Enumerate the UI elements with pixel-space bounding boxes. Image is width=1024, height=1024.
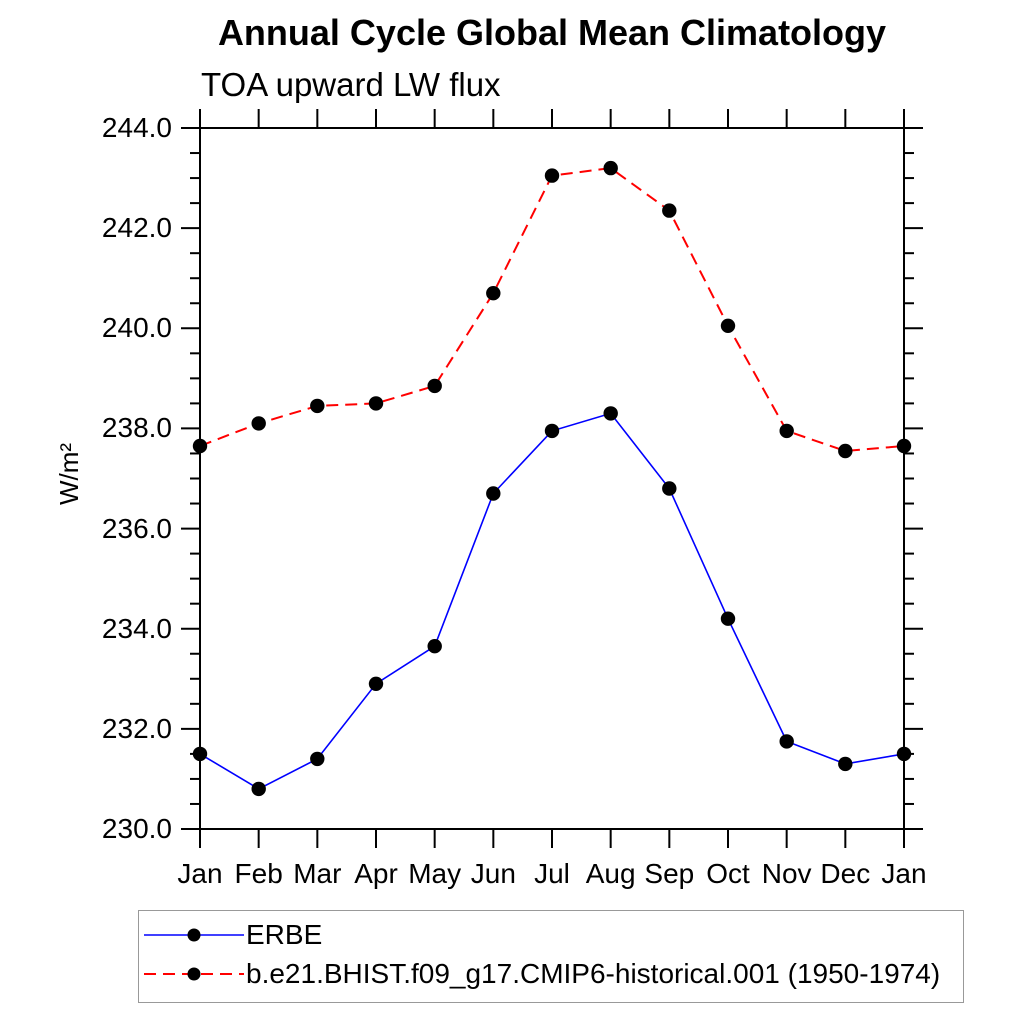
y-tick-label: 230.0	[101, 813, 172, 844]
x-tick-label: Oct	[706, 858, 750, 889]
data-point-marker	[896, 746, 912, 762]
data-point-marker	[896, 438, 912, 454]
data-point-marker	[192, 746, 208, 762]
y-tick-label: 232.0	[101, 712, 172, 744]
data-point-marker	[720, 318, 736, 333]
data-point-marker	[544, 423, 560, 439]
data-point-marker	[603, 160, 618, 176]
x-tick-label: Nov	[761, 858, 812, 889]
y-tick-label: 242.0	[101, 212, 172, 244]
legend: ERBE b.e21.BHIST.f09_g17.CMIP6-historica…	[138, 910, 964, 1003]
x-tick-label: Sep	[644, 858, 695, 889]
data-point-marker	[486, 286, 501, 301]
series-line-0	[199, 412, 905, 790]
data-point-marker	[192, 438, 208, 454]
x-tick-label: Jul	[534, 858, 570, 889]
x-tick-label: Aug	[585, 858, 636, 889]
data-point-marker	[838, 443, 853, 459]
data-point-marker	[838, 756, 853, 772]
chart-title: Annual Cycle Global Mean Climatology	[217, 12, 887, 53]
data-point-marker	[779, 423, 794, 439]
y-tick-label: 236.0	[101, 512, 172, 544]
x-tick-label: Mar	[293, 858, 342, 889]
data-point-marker	[427, 639, 442, 654]
data-point-marker	[310, 751, 325, 767]
legend-label-model: b.e21.BHIST.f09_g17.CMIP6-historical.001…	[246, 958, 941, 989]
x-tick-label: Feb	[234, 858, 283, 889]
x-tick-label: Apr	[354, 858, 398, 889]
y-tick-label: 240.0	[101, 312, 172, 344]
legend-label-erbe: ERBE	[246, 919, 323, 950]
data-point-marker	[662, 203, 677, 218]
x-tick-label: Jan	[177, 858, 223, 889]
data-point-marker	[603, 406, 618, 421]
y-tick-label: 238.0	[101, 412, 172, 444]
data-point-marker	[427, 378, 442, 394]
data-point-marker	[662, 481, 677, 496]
legend-marker-1	[187, 967, 201, 981]
plot-frame	[199, 127, 905, 830]
data-point-marker	[368, 396, 384, 411]
legend-sample-erbe	[144, 928, 244, 942]
data-point-marker	[368, 676, 384, 691]
data-point-marker	[779, 734, 794, 749]
data-point-marker	[251, 416, 266, 431]
legend-sample-model	[144, 967, 244, 981]
data-point-marker	[251, 781, 266, 797]
x-tick-label: Jan	[881, 858, 927, 889]
legend-marker-0	[187, 928, 201, 942]
y-tick-label: 234.0	[101, 612, 172, 644]
data-point-marker	[544, 168, 560, 183]
data-point-marker	[310, 398, 325, 414]
x-tick-label: May	[408, 858, 462, 889]
x-tick-label: Jun	[470, 858, 516, 889]
y-tick-label: 244.0	[101, 112, 172, 143]
data-point-marker	[720, 611, 736, 626]
series-line-1	[199, 167, 905, 453]
x-tick-label: Dec	[820, 858, 871, 889]
data-point-marker	[486, 486, 501, 501]
chart-subtitle: TOA upward LW flux	[201, 66, 501, 103]
